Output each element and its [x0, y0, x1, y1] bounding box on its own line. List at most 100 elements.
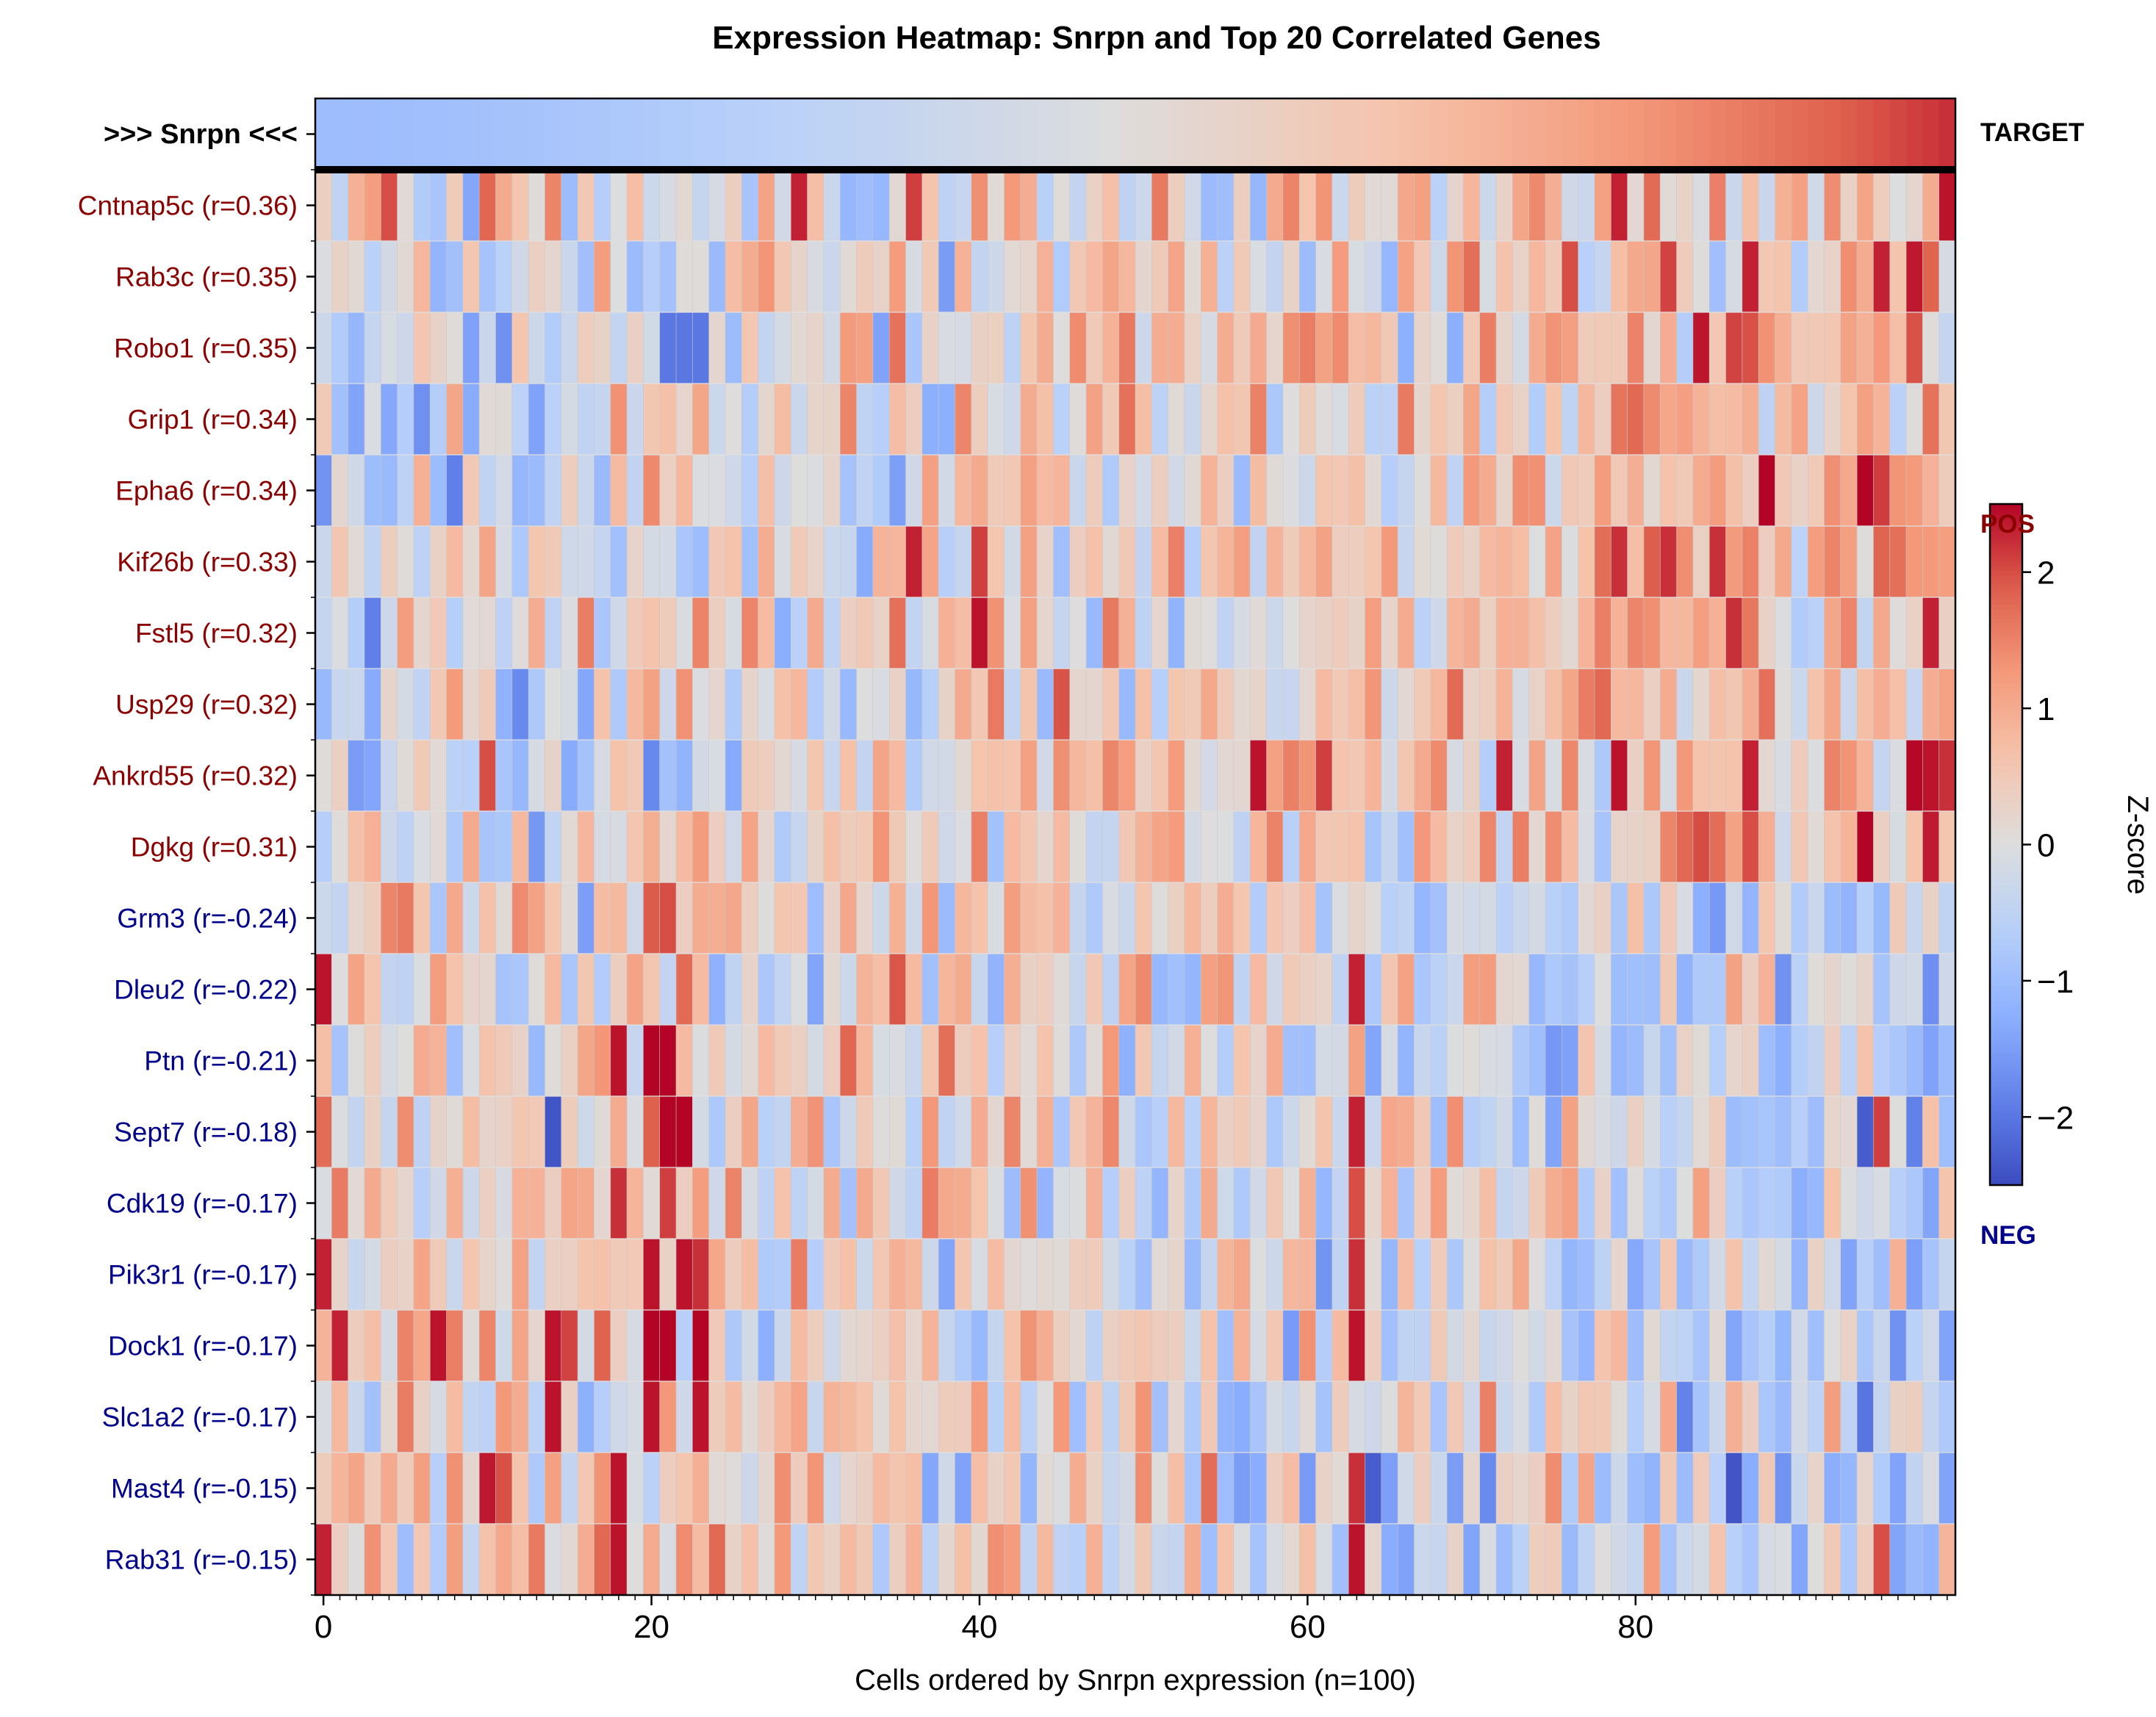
heatmap-cell — [1594, 454, 1612, 527]
heatmap-cell — [1036, 882, 1054, 954]
heatmap-cell — [807, 1167, 824, 1239]
heatmap-cell — [1578, 454, 1595, 527]
heatmap-cell — [380, 1452, 398, 1525]
heatmap-cell — [1298, 953, 1317, 1026]
heatmap-cell — [1069, 1309, 1087, 1382]
heatmap-cell — [1905, 240, 1924, 313]
heatmap-cell — [1397, 1095, 1415, 1168]
heatmap-cell — [1053, 383, 1071, 456]
heatmap-cell — [1020, 312, 1038, 384]
heatmap-cell — [594, 1167, 611, 1239]
heatmap-cell — [675, 1523, 694, 1596]
heatmap-cell — [888, 810, 907, 883]
heatmap-cell — [1348, 383, 1366, 456]
heatmap-cell — [758, 882, 775, 954]
colorbar-tick-label: −1 — [2037, 964, 2074, 1000]
heatmap-cell — [1708, 1167, 1727, 1239]
heatmap-cell — [1381, 1095, 1399, 1168]
heatmap-cell — [659, 739, 677, 812]
heatmap-cell — [955, 1309, 972, 1382]
heatmap-cell — [1643, 1309, 1661, 1382]
heatmap-cell — [1233, 383, 1251, 456]
heatmap-cell — [1298, 1238, 1317, 1311]
heatmap-cell — [1463, 1095, 1481, 1168]
heatmap-cell — [790, 1095, 808, 1168]
heatmap-cell — [725, 1167, 743, 1239]
heatmap-cell — [971, 668, 989, 741]
heatmap-cell — [1775, 454, 1792, 527]
heatmap-cell — [1282, 810, 1301, 883]
heatmap-cell — [1775, 1167, 1792, 1239]
heatmap-cell — [1184, 739, 1202, 812]
heatmap-cell — [1118, 810, 1136, 883]
heatmap-cell — [1922, 953, 1940, 1026]
target-cell — [741, 98, 759, 170]
heatmap-cell — [1102, 240, 1120, 313]
heatmap-cell — [528, 739, 546, 812]
target-cell — [692, 98, 710, 170]
heatmap-cell — [675, 383, 694, 456]
heatmap-cell — [1676, 953, 1694, 1026]
heatmap-cell — [1348, 1238, 1366, 1311]
heatmap-cell — [1692, 597, 1711, 669]
heatmap-cell — [1905, 1095, 1924, 1168]
heatmap-cell — [758, 953, 775, 1026]
heatmap-cell — [1512, 1238, 1530, 1311]
heatmap-cell — [921, 1523, 940, 1596]
heatmap-cell — [1545, 169, 1563, 242]
heatmap-cell — [790, 240, 808, 313]
heatmap-cell — [1922, 1024, 1940, 1097]
heatmap-cell — [1889, 525, 1907, 598]
heatmap-cell — [1348, 1309, 1366, 1382]
heatmap-cell — [610, 1095, 628, 1168]
heatmap-cell — [413, 1024, 431, 1097]
heatmap-cell — [1545, 454, 1563, 527]
heatmap-cell — [626, 1309, 644, 1382]
heatmap-cell — [1791, 1381, 1809, 1453]
heatmap-cell — [1430, 312, 1448, 384]
heatmap-cell — [1102, 953, 1120, 1026]
heatmap-cell — [1824, 882, 1841, 954]
heatmap-cell — [1610, 1381, 1628, 1453]
heatmap-cell — [364, 1095, 382, 1168]
heatmap-cell — [348, 1523, 365, 1596]
heatmap-cell — [1463, 1381, 1481, 1453]
heatmap-cell — [1594, 597, 1612, 669]
row-label: Dleu2 (r=-0.22) — [114, 975, 298, 1005]
heatmap-cell — [1938, 739, 1956, 812]
heatmap-cell — [1118, 597, 1136, 669]
target-cell — [1332, 98, 1349, 170]
heatmap-cell — [1791, 1167, 1809, 1239]
heatmap-cell — [610, 1309, 628, 1382]
heatmap-cell — [1217, 169, 1235, 242]
heatmap-cell — [1938, 597, 1956, 669]
heatmap-cell — [1184, 169, 1202, 242]
heatmap-cell — [1708, 1309, 1727, 1382]
heatmap-cell — [1168, 454, 1185, 527]
heatmap-cell — [1856, 1095, 1875, 1168]
heatmap-cell — [1824, 312, 1841, 384]
heatmap-cell — [774, 240, 792, 313]
heatmap-cell — [380, 169, 398, 242]
heatmap-cell — [380, 1238, 398, 1311]
heatmap-cell — [1069, 525, 1087, 598]
heatmap-cell — [1725, 668, 1743, 741]
heatmap-cell — [1742, 1523, 1760, 1596]
heatmap-cell — [1200, 597, 1218, 669]
heatmap-cell — [774, 953, 792, 1026]
heatmap-cell — [987, 882, 1005, 954]
heatmap-cell — [1643, 240, 1661, 313]
heatmap-cell — [478, 240, 497, 313]
heatmap-cell — [1873, 1381, 1891, 1453]
heatmap-cell — [1053, 1024, 1071, 1097]
heatmap-cell — [446, 312, 464, 384]
heatmap-cell — [856, 1309, 874, 1382]
heatmap-cell — [1332, 810, 1350, 883]
heatmap-cell — [364, 810, 382, 883]
heatmap-cell — [955, 169, 972, 242]
heatmap-cell — [511, 953, 530, 1026]
heatmap-cell — [462, 1452, 481, 1525]
heatmap-cell — [1381, 1309, 1399, 1382]
heatmap-cell — [839, 1452, 858, 1525]
heatmap-cell — [971, 1381, 989, 1453]
